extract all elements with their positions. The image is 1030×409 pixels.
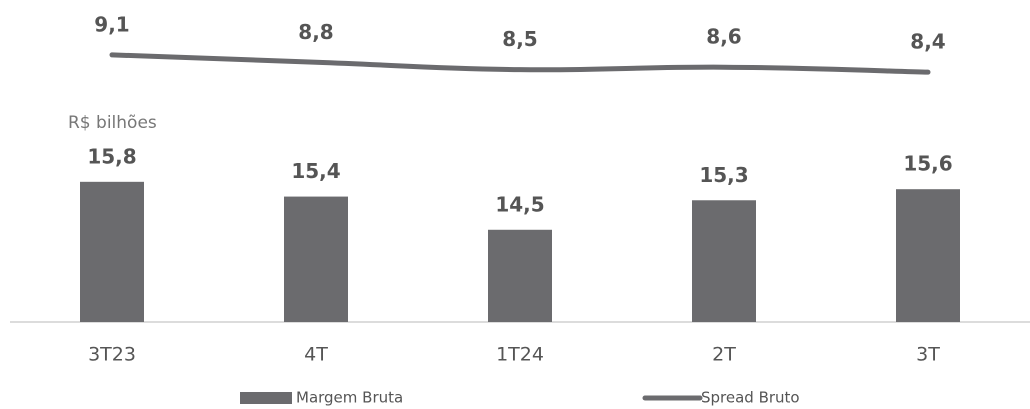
bar [692,200,756,322]
x-tick-label: 4T [304,344,328,366]
x-tick-label: 3T23 [88,344,136,366]
line [109,52,931,75]
data-label: 8,4 [910,30,945,54]
data-label: 8,5 [502,27,537,51]
data-label: 14,5 [495,192,544,216]
legend-swatch [240,392,292,404]
data-label: 15,4 [291,159,340,183]
data-label: 15,6 [903,152,952,176]
data-label: 15,8 [87,144,136,168]
x-tick-label: 3T [916,344,940,366]
bar [488,229,552,322]
data-label: 15,3 [699,163,748,187]
subtitle: R$ bilhões [68,113,157,133]
legend-label: Margem Bruta [296,389,403,407]
bar [284,196,348,322]
x-tick-label: 2T [712,344,736,366]
bar [80,181,144,322]
data-label: 9,1 [94,12,129,36]
data-label: 8,8 [298,20,333,44]
legend-label: Spread Bruto [701,389,800,407]
data-label: 8,6 [706,25,741,49]
bar [896,189,960,322]
x-tick-label: 1T24 [496,344,544,366]
